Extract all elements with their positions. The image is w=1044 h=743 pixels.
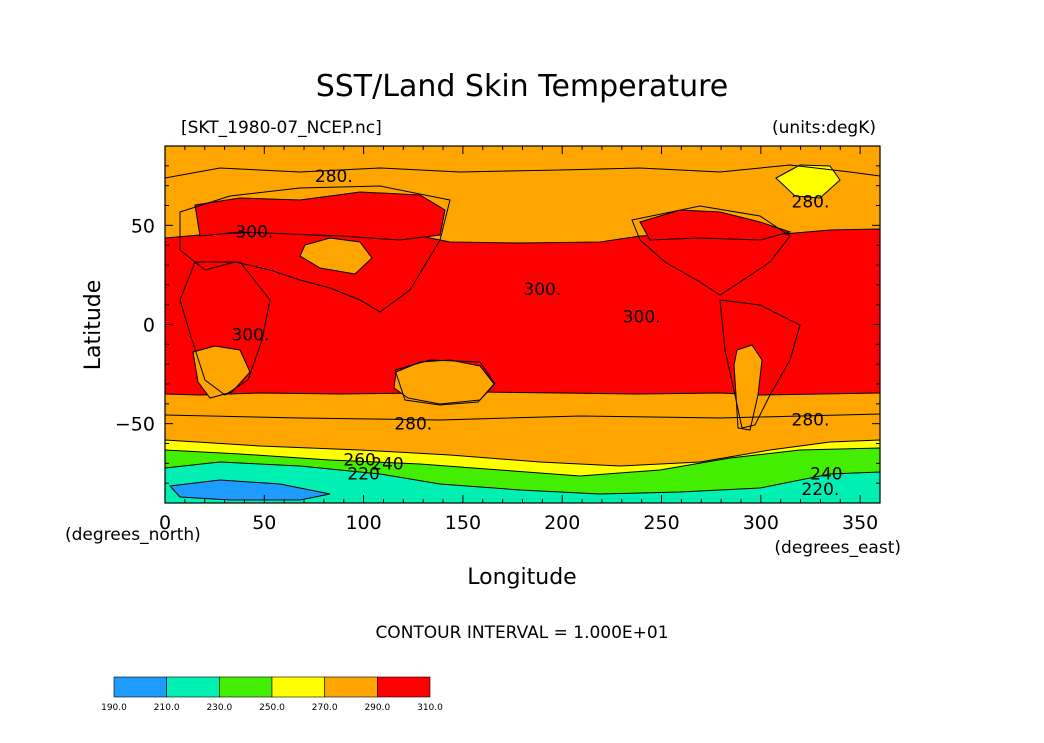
x-tick-label: 0 [159, 512, 171, 534]
colorbar-swatch [113, 676, 167, 698]
contour-label: 300. [523, 280, 561, 300]
x-tick-label: 150 [445, 512, 481, 534]
band-tropics-warm [165, 228, 880, 396]
coastlines [165, 164, 880, 429]
y-axis: −50 0 50 [115, 165, 880, 484]
contour-label: 280. [792, 193, 830, 213]
x-axis-label: Longitude [467, 565, 576, 590]
y-units-label: (degrees_north) [65, 525, 201, 545]
x-tick-label: 300 [743, 512, 779, 534]
x-tick-label: 350 [842, 512, 878, 534]
x-tick-label: 200 [544, 512, 580, 534]
patch-australia [393, 359, 495, 405]
contour-label: 260 [343, 450, 375, 470]
patch-namerica-warm [639, 209, 792, 241]
patch-eurasia-warm [194, 191, 446, 241]
dataset-filename: [SKT_1980-07_NCEP.nc] [181, 118, 382, 138]
plot-area [165, 146, 880, 503]
colorbar-swatch [324, 676, 378, 698]
y-tick-label: 50 [131, 215, 155, 237]
colorbar-swatch [377, 676, 431, 698]
colorbar-tick-label: 230.0 [206, 703, 232, 713]
patch-andes [733, 344, 763, 431]
contour-label: 300. [623, 308, 661, 328]
band-antarctic-210 [168, 479, 331, 501]
patch-greenland [775, 164, 841, 199]
contour-labels: 280.280.300.300.300.300.280. 280.26024022… [231, 167, 842, 500]
colorbar-tick-label: 250.0 [259, 703, 285, 713]
y-tick-label: 0 [143, 315, 155, 337]
x-tick-label: 100 [345, 512, 381, 534]
y-axis-label: Latitude [81, 280, 106, 371]
contour-label: 220 [347, 464, 379, 484]
colorbar-swatch [219, 676, 273, 698]
x-axis: 0 50 100 150 200 250 300 350 [159, 146, 878, 534]
band-antarctic-230 [165, 461, 880, 503]
contour-label: 300. [235, 222, 273, 242]
contour-label: 220. [801, 480, 839, 500]
x-tick-label: 50 [252, 512, 276, 534]
x-tick-label: 250 [643, 512, 679, 534]
colorbar-tick-label: 270.0 [312, 703, 338, 713]
y-tick-label: −50 [115, 414, 155, 436]
contour-label: 280. [394, 415, 432, 435]
patch-tibet [299, 237, 373, 275]
units-label: (units:degK) [772, 118, 876, 138]
contour-label: 280. [315, 167, 353, 187]
contour-label: 240 [371, 454, 403, 474]
contour-interval: CONTOUR INTERVAL = 1.000E+01 [375, 623, 668, 643]
colorbar-swatch [166, 676, 220, 698]
colorbar-swatch [271, 676, 325, 698]
patch-south-africa [192, 345, 251, 399]
colorbar-tick-label: 290.0 [364, 703, 390, 713]
colorbar-tick-label: 210.0 [154, 703, 180, 713]
contour-label: 300. [231, 325, 269, 345]
colorbar-tick-label: 310.0 [417, 703, 443, 713]
chart-title: SST/Land Skin Temperature [316, 69, 729, 104]
colorbar: 190.0 210.0 230.0 250.0 270.0 290.0 310.0 [101, 676, 443, 713]
contour-label: 240 [810, 464, 842, 484]
x-units-label: (degrees_east) [774, 538, 901, 558]
colorbar-tick-label: 190.0 [101, 703, 127, 713]
contour-label: 280. [792, 411, 830, 431]
